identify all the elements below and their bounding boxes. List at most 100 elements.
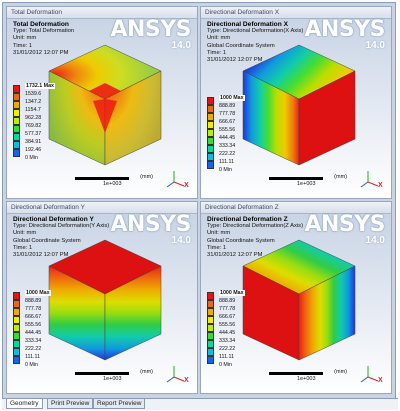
- brand-version: 14.0: [171, 235, 191, 246]
- legend-value: 555.56: [25, 322, 42, 328]
- legend-swatch: [13, 101, 20, 109]
- legend-swatch: [207, 340, 214, 348]
- viewport-total-deformation[interactable]: Total Deformation Total Deformation Type…: [6, 6, 198, 199]
- tab-report-preview[interactable]: Report Preview: [93, 399, 146, 409]
- brand-version: 14.0: [365, 40, 385, 51]
- scale-bar: (mm) 1e+003: [263, 369, 347, 383]
- legend-value: 777.78: [25, 306, 42, 312]
- legend-swatch: [207, 137, 214, 145]
- legend-swatch: [207, 332, 214, 340]
- triad-x-label: X: [184, 182, 189, 189]
- legend-value: 333.34: [219, 338, 236, 344]
- result-info: Directional Deformation Z Type: Directio…: [207, 216, 303, 259]
- result-system: Global Coordinate System: [207, 237, 275, 244]
- legend-value: 111.11: [219, 159, 235, 165]
- legend-swatch: [13, 292, 20, 300]
- tab-geometry[interactable]: Geometry: [6, 399, 43, 409]
- legend-swatch: [13, 93, 20, 101]
- legend-value: 666.67: [219, 119, 236, 125]
- brand-name: ANSYS: [110, 212, 191, 237]
- result-info: Total Deformation Type: Total Deformatio…: [13, 21, 74, 57]
- result-unit: Unit: mm: [207, 230, 231, 237]
- scale-exponent: 1e+003: [297, 376, 316, 382]
- result-time: Time: 1: [207, 244, 227, 251]
- legend-swatch: [207, 292, 214, 300]
- tab-print-preview[interactable]: Print Preview: [47, 399, 94, 409]
- legend-value: 444.45: [219, 330, 236, 336]
- axis-triad[interactable]: X: [165, 168, 191, 190]
- viewport-title: Directional Deformation X: [201, 7, 391, 19]
- result-date: 31/01/2012 12:07 PM: [13, 49, 69, 56]
- cube-right-face: [298, 70, 356, 166]
- legend-value: 1154.7: [25, 107, 41, 113]
- axis-triad[interactable]: X: [359, 168, 385, 190]
- result-system: Global Coordinate System: [207, 42, 275, 49]
- deformation-cube[interactable]: [45, 41, 165, 169]
- viewport-title: Directional Deformation Y: [7, 202, 197, 214]
- legend-value: 1347.2: [25, 99, 42, 105]
- legend-value: 888.89: [219, 298, 236, 304]
- legend-value: 384.91: [25, 139, 42, 145]
- scale-bar: (mm) 1e+003: [69, 369, 153, 383]
- viewport-directional-y[interactable]: Directional Deformation Y Directional De…: [6, 201, 198, 394]
- deformation-cube[interactable]: [239, 236, 359, 364]
- axis-triad[interactable]: X: [165, 363, 191, 385]
- deformation-cube[interactable]: [45, 236, 165, 364]
- cube-right-face: [104, 265, 162, 361]
- scale-exponent: 1e+003: [103, 181, 122, 187]
- legend-swatch: [13, 356, 20, 364]
- legend-swatch: [13, 332, 20, 340]
- result-name: Total Deformation: [13, 21, 69, 28]
- legend-value: 777.78: [219, 306, 236, 312]
- legend-value: 222.22: [219, 151, 236, 157]
- legend-value: 333.34: [219, 143, 236, 149]
- result-name: Directional Deformation X: [207, 21, 288, 28]
- result-type: Type: Total Deformation: [13, 28, 75, 35]
- axis-triad[interactable]: X: [359, 363, 385, 385]
- legend-swatch: [13, 125, 20, 133]
- result-unit: Unit: mm: [13, 35, 37, 42]
- triad-icon: [166, 171, 185, 188]
- triad-icon: [360, 366, 379, 383]
- legend-value: 111.11: [25, 354, 41, 360]
- result-name: Directional Deformation Y: [13, 216, 94, 223]
- scale-exponent: 1e+003: [297, 181, 316, 187]
- legend-value: 777.78: [219, 111, 236, 117]
- legend-value: 555.56: [219, 127, 236, 133]
- legend-value: 1732.1 Max: [25, 83, 55, 89]
- legend-value: 1000 Max: [219, 290, 245, 296]
- legend-value: 962.28: [25, 115, 42, 121]
- legend-swatch: [207, 356, 214, 364]
- result-type: Type: Directional Deformation(X Axis): [207, 28, 304, 35]
- legend-swatch: [13, 308, 20, 316]
- legend-value: 577.37: [25, 131, 42, 137]
- legend-swatch: [207, 300, 214, 308]
- legend-value: 666.67: [219, 314, 236, 320]
- legend-swatch: [207, 324, 214, 332]
- viewport-title: Directional Deformation Z: [201, 202, 391, 214]
- brand-version: 14.0: [171, 40, 191, 51]
- legend-swatch: [207, 308, 214, 316]
- ansys-logo: ANSYS 14.0: [304, 19, 385, 51]
- legend-swatch: [13, 324, 20, 332]
- triad-x-label: X: [378, 182, 383, 189]
- legend-swatch: [207, 316, 214, 324]
- legend-swatch: [207, 113, 214, 121]
- result-time: Time: 1: [13, 42, 33, 49]
- deformation-cube[interactable]: [239, 41, 359, 169]
- legend-value: 0 Min: [219, 362, 232, 368]
- result-unit: Unit: mm: [13, 230, 37, 237]
- cube-right-face: [104, 70, 162, 166]
- viewport-directional-x[interactable]: Directional Deformation X Directional De…: [200, 6, 392, 199]
- legend-value: 0 Min: [25, 155, 38, 161]
- result-info: Directional Deformation X Type: Directio…: [207, 21, 303, 64]
- legend-value: 555.56: [219, 322, 236, 328]
- graphics-window: Total Deformation Total Deformation Type…: [2, 2, 396, 399]
- max-corner-highlight: [89, 83, 121, 99]
- legend-swatch: [207, 105, 214, 113]
- ansys-logo: ANSYS 14.0: [110, 214, 191, 246]
- result-name: Directional Deformation Z: [207, 216, 288, 223]
- scale-bar-line: [75, 177, 129, 180]
- viewport-directional-z[interactable]: Directional Deformation Z Directional De…: [200, 201, 392, 394]
- legend-value: 1000 Max: [25, 290, 51, 296]
